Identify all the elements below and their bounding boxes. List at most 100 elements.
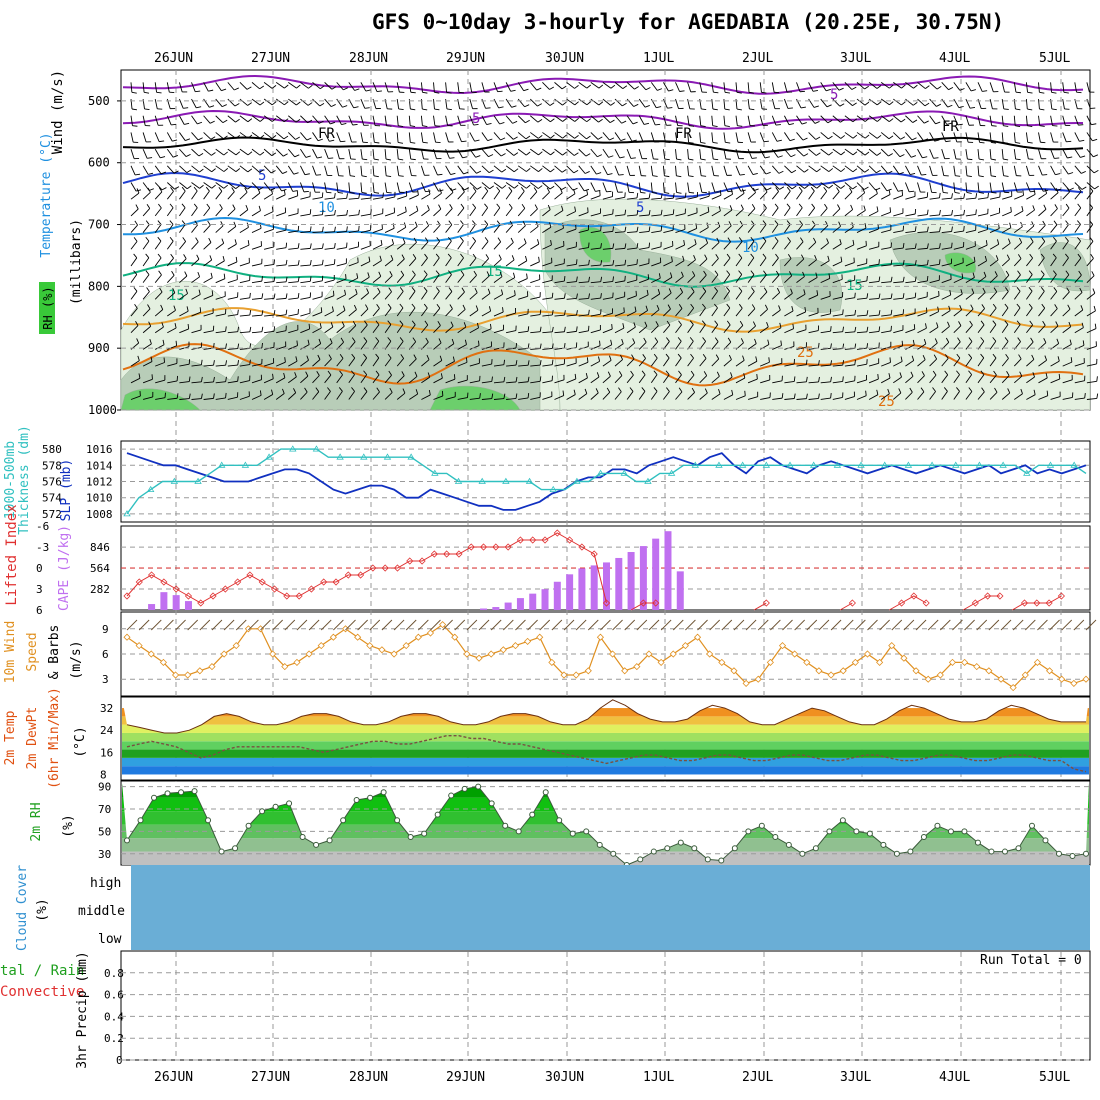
- wind-barb: [433, 237, 441, 250]
- barb-flag: [379, 255, 382, 261]
- wind-barb: [300, 355, 309, 367]
- barb-staff: [675, 165, 677, 176]
- barb-flag: [836, 187, 840, 192]
- wind-barb: [905, 191, 916, 200]
- barb-flag: [249, 310, 252, 316]
- barb-staff: [263, 246, 274, 250]
- barb-staff: [191, 294, 201, 300]
- barb-staff: [263, 228, 274, 234]
- wind-barb: [1025, 165, 1035, 176]
- temp-contour-15: [122, 262, 1084, 288]
- barb-staff: [445, 378, 456, 384]
- barb-flag: [538, 256, 540, 262]
- barb-staff: [336, 230, 347, 234]
- wind-barb: [505, 272, 516, 284]
- wind-barb: [638, 387, 646, 400]
- barb-staff: [650, 82, 658, 91]
- wind-barb: [614, 192, 626, 200]
- barb-flag: [284, 101, 289, 106]
- barb-flag: [799, 237, 804, 243]
- barb-flag: [802, 271, 805, 277]
- barb-flag: [309, 243, 312, 249]
- barb-staff: [1038, 132, 1041, 143]
- barb-flag: [738, 253, 743, 259]
- wind-barb: [469, 165, 482, 174]
- wind-barb: [1001, 149, 1009, 161]
- barb-staff: [747, 165, 754, 175]
- wind-barb: [348, 82, 360, 91]
- barb-staff: [723, 290, 731, 300]
- barb-flag: [826, 104, 832, 108]
- barb-staff: [408, 324, 416, 333]
- barb-staff: [905, 213, 916, 217]
- barb-flag: [655, 123, 661, 126]
- wind-barb: [336, 370, 343, 384]
- wind-barb: [191, 182, 204, 189]
- wind-barb: [312, 370, 320, 384]
- barb-flag: [234, 103, 240, 107]
- wind-barb: [638, 321, 648, 334]
- barb-staff: [336, 165, 340, 176]
- wind-barb: [590, 372, 600, 384]
- barb-flag: [501, 153, 506, 157]
- barb-staff: [590, 313, 601, 317]
- barb-staff: [493, 276, 503, 284]
- wind-barb: [1062, 165, 1074, 175]
- barb-flag: [1022, 190, 1024, 196]
- barb-staff: [142, 115, 146, 126]
- barb-flag: [185, 288, 188, 294]
- barb-staff: [336, 374, 343, 384]
- barb-flag: [247, 240, 250, 246]
- barb-flag: [525, 135, 531, 140]
- barb-flag: [136, 338, 140, 344]
- barb-staff: [288, 247, 299, 250]
- wind-barb: [1001, 165, 1009, 177]
- barb-flag: [653, 370, 658, 375]
- barb-flag: [296, 84, 301, 89]
- barb-staff: [929, 182, 933, 193]
- barb-staff: [445, 182, 452, 191]
- barb-flag: [624, 243, 627, 249]
- barb-staff: [772, 397, 783, 400]
- barb-flag: [182, 237, 187, 242]
- wind-barb: [771, 165, 784, 174]
- barb-staff: [723, 359, 732, 367]
- contour-label: 25: [878, 394, 895, 410]
- barb-flag: [576, 259, 578, 265]
- barb-staff: [590, 247, 601, 250]
- barb-staff: [614, 312, 625, 317]
- barb-staff: [602, 165, 608, 175]
- wind-barb: [905, 132, 917, 141]
- barb-staff: [420, 165, 425, 176]
- barb-flag: [525, 255, 528, 261]
- barb-staff: [687, 291, 695, 300]
- barb-flag: [231, 187, 235, 192]
- barb-staff: [215, 148, 225, 156]
- barb-flag: [293, 388, 297, 393]
- wind-barb: [384, 320, 392, 333]
- wind-barb: [905, 148, 917, 158]
- barb-staff: [662, 115, 667, 126]
- wind-barb: [300, 292, 312, 300]
- barb-staff: [348, 309, 357, 317]
- barb-staff: [408, 132, 411, 143]
- date-label-top: 1JUL: [643, 51, 674, 66]
- barb-staff: [602, 312, 613, 317]
- barb-staff: [142, 361, 153, 367]
- barb-flag: [1021, 206, 1024, 212]
- barb-staff: [760, 397, 771, 400]
- barb-flag: [806, 376, 808, 382]
- wind-barb: [239, 132, 253, 139]
- wind-barb: [578, 165, 590, 174]
- barb-staff: [324, 132, 330, 142]
- barb-staff: [469, 240, 477, 250]
- wind-barb: [191, 203, 198, 217]
- barb-flag: [337, 191, 343, 194]
- wind-barb: [929, 182, 937, 194]
- wind-barb: [663, 370, 670, 384]
- wind-barb: [396, 182, 405, 193]
- barb-staff: [687, 228, 697, 233]
- barb-flag: [472, 203, 477, 209]
- barb-staff: [312, 247, 323, 250]
- barb-flag: [174, 186, 180, 190]
